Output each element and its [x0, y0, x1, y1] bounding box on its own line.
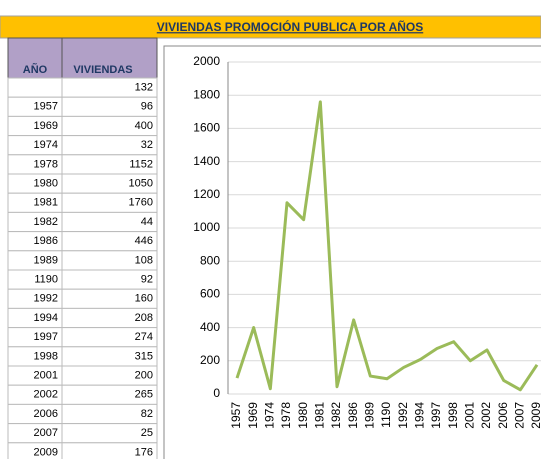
header-cell — [7, 37, 63, 79]
x-tick-label: 1981 — [313, 402, 327, 429]
y-tick-label: 400 — [200, 320, 220, 334]
x-tick-label: 1969 — [246, 402, 260, 429]
x-tick-label: 1982 — [329, 402, 343, 429]
x-tick-label: 2001 — [463, 402, 477, 429]
x-tick-label: 1974 — [263, 402, 277, 429]
count-cell: 160 — [135, 293, 153, 305]
x-tick-label: 2002 — [479, 402, 493, 429]
x-tick-label: 1957 — [229, 402, 243, 429]
count-cell: 1760 — [129, 197, 153, 209]
x-tick-label: 1986 — [346, 402, 360, 429]
count-cell: 25 — [141, 427, 153, 439]
y-tick-label: 2000 — [193, 54, 220, 68]
x-tick-label: 2007 — [513, 402, 527, 429]
year-cell: 1978 — [34, 158, 58, 170]
x-tick-label: 1989 — [363, 402, 377, 429]
year-cell: 1957 — [34, 101, 58, 113]
count-cell: 1050 — [129, 178, 153, 190]
year-cell: 1989 — [34, 254, 58, 266]
count-cell: 44 — [141, 216, 153, 228]
sheet-title: VIVIENDAS PROMOCIÓN PUBLICA POR AÑOS — [157, 19, 423, 34]
year-cell: 2009 — [34, 446, 58, 458]
y-tick-label: 200 — [200, 353, 220, 367]
cell — [61, 442, 158, 459]
count-cell: 274 — [135, 331, 153, 343]
year-cell: 1997 — [34, 331, 58, 343]
year-cell: 1974 — [34, 139, 58, 151]
x-tick-label: 1978 — [279, 402, 293, 429]
count-cell: 92 — [141, 274, 153, 286]
title-bar — [0, 15, 541, 39]
y-tick-label: 800 — [200, 253, 220, 267]
count-cell: 1152 — [129, 158, 153, 170]
header-cell — [61, 37, 158, 79]
x-tick-label: 1994 — [413, 402, 427, 429]
year-cell: 1998 — [34, 350, 58, 362]
column-header: AÑO — [23, 63, 48, 76]
y-tick-label: 1400 — [193, 154, 220, 168]
chart-frame — [163, 45, 541, 459]
year-cell: 1992 — [34, 293, 58, 305]
count-cell: 265 — [135, 389, 153, 401]
x-tick-label: 1992 — [396, 402, 410, 429]
x-tick-label: 1190 — [379, 402, 393, 428]
year-cell: 1994 — [34, 312, 58, 324]
count-cell: 108 — [135, 254, 153, 266]
year-cell: 1969 — [34, 120, 58, 132]
year-cell: 1190 — [34, 274, 58, 286]
y-tick-label: 1000 — [193, 220, 220, 234]
count-cell: 32 — [141, 139, 153, 151]
count-cell: 96 — [141, 101, 153, 113]
y-tick-label: 0 — [213, 386, 220, 400]
count-cell: 208 — [135, 312, 153, 324]
x-tick-label: 2009 — [529, 402, 541, 429]
x-tick-label: 1980 — [296, 402, 310, 429]
year-cell: 2002 — [34, 389, 58, 401]
y-tick-label: 1200 — [193, 187, 220, 201]
year-cell: 2006 — [34, 408, 58, 420]
count-cell: 400 — [135, 120, 153, 132]
year-cell: 1980 — [34, 178, 58, 190]
year-cell: 1982 — [34, 216, 58, 228]
x-tick-label: 2006 — [496, 402, 510, 429]
cell — [7, 77, 63, 98]
year-cell: 2001 — [34, 370, 58, 382]
count-cell: 132 — [135, 82, 153, 94]
year-cell: 1981 — [34, 197, 58, 209]
x-tick-label: 1997 — [429, 402, 443, 429]
y-tick-label: 600 — [200, 287, 220, 301]
count-cell: 446 — [135, 235, 153, 247]
year-cell: 1986 — [34, 235, 58, 247]
year-cell: 2007 — [34, 427, 58, 439]
y-tick-label: 1600 — [193, 121, 220, 135]
data-line — [235, 100, 539, 392]
y-tick-label: 1800 — [193, 87, 220, 101]
count-cell: 82 — [141, 408, 153, 420]
x-tick-label: 1998 — [446, 402, 460, 429]
count-cell: 200 — [135, 370, 153, 382]
count-cell: 176 — [135, 446, 153, 458]
column-header: VIVIENDAS — [73, 64, 132, 76]
count-cell: 315 — [135, 350, 153, 362]
